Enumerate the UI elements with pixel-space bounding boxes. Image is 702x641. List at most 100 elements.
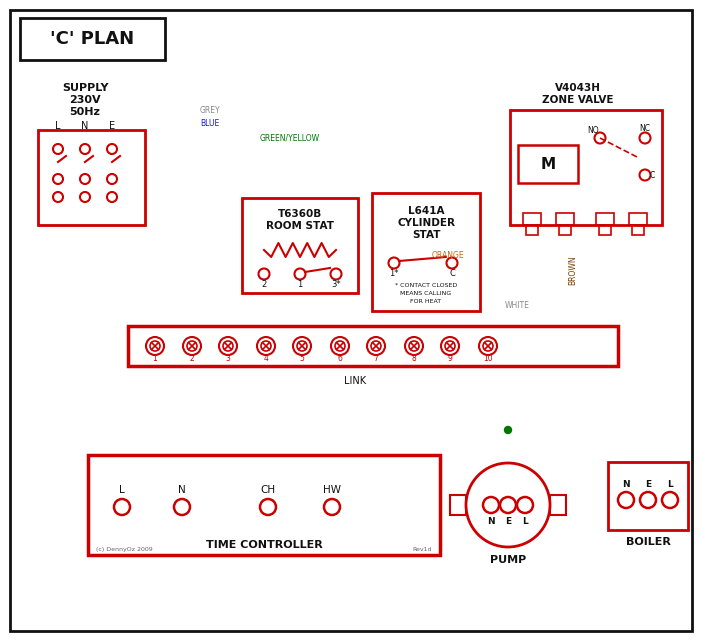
Circle shape <box>405 337 423 355</box>
Text: 4: 4 <box>263 353 268 363</box>
Text: BLUE: BLUE <box>200 119 219 128</box>
Circle shape <box>441 337 459 355</box>
Circle shape <box>466 463 550 547</box>
Text: 10: 10 <box>483 353 493 363</box>
Text: 'C' PLAN: 'C' PLAN <box>50 30 134 48</box>
Text: E: E <box>645 479 651 488</box>
Text: 230V: 230V <box>69 95 101 105</box>
Text: 1: 1 <box>152 353 157 363</box>
Circle shape <box>479 337 497 355</box>
Text: NO: NO <box>587 126 599 135</box>
Bar <box>128 326 618 366</box>
Text: CYLINDER: CYLINDER <box>397 218 455 228</box>
Text: N: N <box>81 121 88 131</box>
Circle shape <box>640 169 651 181</box>
Text: PUMP: PUMP <box>490 555 526 565</box>
Circle shape <box>595 133 606 144</box>
Bar <box>88 455 440 555</box>
Text: 1*: 1* <box>389 269 399 278</box>
Text: 1: 1 <box>298 279 303 288</box>
Circle shape <box>183 337 201 355</box>
Text: GREEN/YELLOW: GREEN/YELLOW <box>260 133 320 142</box>
Circle shape <box>324 499 340 515</box>
Text: V4043H: V4043H <box>555 83 601 93</box>
Bar <box>20 18 165 60</box>
Text: NC: NC <box>640 124 651 133</box>
Bar <box>596 213 614 225</box>
Text: 2: 2 <box>261 279 267 288</box>
Text: HW: HW <box>323 485 341 495</box>
Circle shape <box>53 192 63 202</box>
Text: * CONTACT CLOSED: * CONTACT CLOSED <box>395 283 457 288</box>
Text: E: E <box>505 517 511 526</box>
Circle shape <box>295 269 305 279</box>
Bar <box>632 225 644 235</box>
Bar <box>38 130 145 225</box>
Circle shape <box>174 499 190 515</box>
Circle shape <box>219 337 237 355</box>
Circle shape <box>53 174 63 184</box>
Bar <box>450 495 466 515</box>
Bar <box>242 198 358 293</box>
Text: 7: 7 <box>373 353 378 363</box>
Circle shape <box>107 192 117 202</box>
Text: T6360B: T6360B <box>278 209 322 219</box>
Text: 8: 8 <box>411 353 416 363</box>
Text: C: C <box>449 269 455 278</box>
Bar <box>372 193 480 311</box>
Text: ZONE VALVE: ZONE VALVE <box>542 95 614 105</box>
Circle shape <box>80 174 90 184</box>
Text: C: C <box>649 171 655 179</box>
Circle shape <box>223 341 233 351</box>
Circle shape <box>107 144 117 154</box>
Text: GREY: GREY <box>200 106 220 115</box>
Text: 50Hz: 50Hz <box>69 107 100 117</box>
Circle shape <box>257 337 275 355</box>
Text: 6: 6 <box>338 353 343 363</box>
Circle shape <box>258 269 270 279</box>
Text: WHITE: WHITE <box>505 301 530 310</box>
Circle shape <box>662 492 678 508</box>
Circle shape <box>293 337 311 355</box>
Circle shape <box>114 499 130 515</box>
Circle shape <box>500 497 516 513</box>
Circle shape <box>297 341 307 351</box>
Text: 2: 2 <box>190 353 194 363</box>
Text: N: N <box>487 517 495 526</box>
Bar <box>526 225 538 235</box>
Text: MEANS CALLING: MEANS CALLING <box>400 290 451 296</box>
Circle shape <box>409 341 419 351</box>
Text: 3*: 3* <box>331 279 340 288</box>
Text: 5: 5 <box>300 353 305 363</box>
Bar <box>629 213 647 225</box>
Text: TIME CONTROLLER: TIME CONTROLLER <box>206 540 322 550</box>
Bar <box>599 225 611 235</box>
Bar <box>556 213 574 225</box>
Text: M: M <box>541 156 555 172</box>
Circle shape <box>53 144 63 154</box>
Circle shape <box>150 341 160 351</box>
Circle shape <box>640 492 656 508</box>
Text: STAT: STAT <box>412 230 440 240</box>
Text: CH: CH <box>260 485 276 495</box>
Text: (c) DennyOz 2009: (c) DennyOz 2009 <box>96 547 153 552</box>
Circle shape <box>187 341 197 351</box>
Circle shape <box>260 499 276 515</box>
Text: BROWN: BROWN <box>568 255 577 285</box>
Circle shape <box>80 192 90 202</box>
Bar <box>523 213 541 225</box>
Text: N: N <box>622 479 630 488</box>
Circle shape <box>367 337 385 355</box>
Bar <box>608 462 688 530</box>
Circle shape <box>505 426 512 433</box>
Circle shape <box>446 258 458 269</box>
Text: N: N <box>178 485 186 495</box>
Circle shape <box>261 341 271 351</box>
Bar <box>510 110 662 225</box>
Text: E: E <box>109 121 115 131</box>
Text: FOR HEAT: FOR HEAT <box>411 299 442 303</box>
Circle shape <box>517 497 533 513</box>
Circle shape <box>146 337 164 355</box>
Circle shape <box>483 497 499 513</box>
Text: L641A: L641A <box>408 206 444 216</box>
